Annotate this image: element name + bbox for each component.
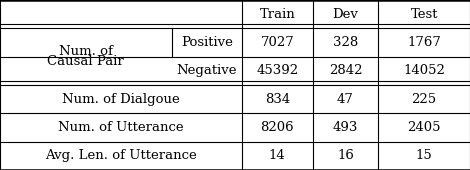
Text: Train: Train <box>259 8 295 21</box>
Text: 15: 15 <box>416 149 432 162</box>
Text: 1767: 1767 <box>407 36 441 49</box>
Text: 328: 328 <box>333 36 358 49</box>
Text: Test: Test <box>410 8 438 21</box>
Text: 14: 14 <box>269 149 286 162</box>
Text: Dev: Dev <box>332 8 359 21</box>
Text: 2842: 2842 <box>329 64 362 77</box>
Text: Avg. Len. of Utterance: Avg. Len. of Utterance <box>45 149 197 162</box>
Text: Causal Pair: Causal Pair <box>47 55 124 68</box>
Text: Num. of: Num. of <box>59 45 113 58</box>
Text: 14052: 14052 <box>403 64 445 77</box>
Text: 225: 225 <box>412 93 437 106</box>
Text: 834: 834 <box>265 93 290 106</box>
Text: 2405: 2405 <box>407 121 441 134</box>
Text: 8206: 8206 <box>260 121 294 134</box>
Text: 47: 47 <box>337 93 354 106</box>
Text: Num. of Utterance: Num. of Utterance <box>58 121 184 134</box>
Text: Num. of Dialgoue: Num. of Dialgoue <box>62 93 180 106</box>
Text: Negative: Negative <box>177 64 237 77</box>
Text: 7027: 7027 <box>260 36 294 49</box>
Text: 16: 16 <box>337 149 354 162</box>
Text: Positive: Positive <box>181 36 233 49</box>
Text: 45392: 45392 <box>256 64 298 77</box>
Text: 493: 493 <box>333 121 358 134</box>
